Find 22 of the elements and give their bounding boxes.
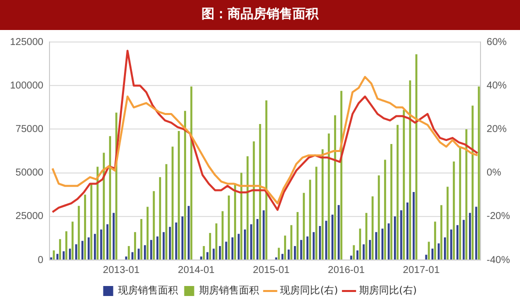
y-tick-label: 50000 (16, 168, 44, 179)
y2-tick-label: 40% (486, 80, 507, 92)
y2-tick-label: 0% (486, 168, 502, 179)
y-tick-label: 0 (38, 254, 44, 266)
x-tick-label: 2013-01 (102, 264, 140, 276)
legend-label: 期房销售面积 (199, 284, 260, 297)
legend-label: 现房销售面积 (118, 284, 178, 297)
y2-tick-label: -40% (486, 254, 510, 266)
chart-title: 图：商品房销售面积 (0, 0, 520, 30)
y-tick-label: 125000 (10, 36, 44, 48)
y-tick-label: 100000 (10, 80, 44, 92)
y2-tick-label: 60% (486, 36, 507, 48)
y2-tick-label: 20% (486, 124, 507, 135)
legend-label: 期房同比(右) (359, 284, 417, 297)
legend-label: 现房同比(右) (280, 284, 338, 297)
x-tick-label: 2016-01 (328, 264, 366, 276)
x-tick-label: 2014-01 (178, 264, 216, 276)
x-tick-label: 2015-01 (252, 264, 290, 276)
x-tick-label: 2017-01 (402, 264, 440, 276)
y-tick-label: 75000 (16, 124, 44, 135)
y-tick-label: 25000 (16, 211, 44, 222)
y2-tick-label: -20% (486, 211, 510, 222)
